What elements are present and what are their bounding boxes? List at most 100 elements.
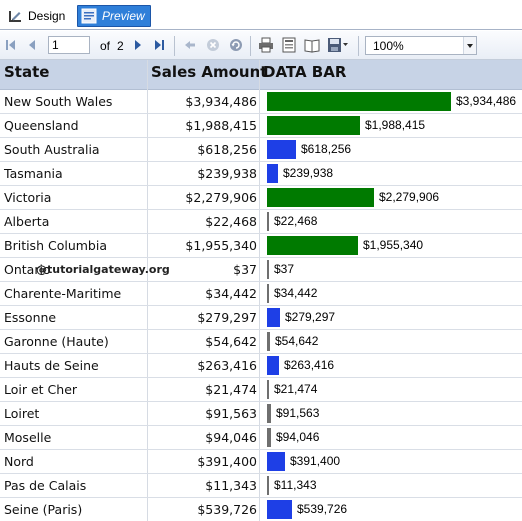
sales-amount-cell: $21,474 [205,382,257,397]
state-cell: Essonne [4,310,57,325]
data-bar-label: $1,988,415 [365,118,426,132]
data-bar [267,260,269,279]
data-bar [267,428,271,447]
state-cell: South Australia [4,142,100,157]
table-row: Seine (Paris) $539,726 $539,726 [0,498,522,521]
data-bar [267,116,360,135]
page-number-input[interactable]: 1 [48,36,90,54]
sales-amount-cell: $11,343 [205,478,257,493]
sales-amount-cell: $91,563 [205,406,257,421]
data-bar [267,476,269,495]
back-icon[interactable] [182,37,198,53]
sales-amount-cell: $391,400 [197,454,257,469]
table-row: Victoria $2,279,906 $2,279,906 [0,186,522,210]
data-bar [267,92,451,111]
table-row: Charente-Maritime $34,442 $34,442 [0,282,522,306]
state-cell: Seine (Paris) [4,502,83,517]
data-bar [267,452,285,471]
data-bar-label: $279,297 [285,310,336,324]
data-bar [267,164,278,183]
last-page-icon[interactable] [152,37,166,53]
refresh-icon[interactable] [228,37,244,53]
total-pages: 2 [117,39,124,53]
sales-amount-cell: $54,642 [205,334,257,349]
data-bar [267,236,358,255]
sales-amount-cell: $618,256 [197,142,257,157]
table-row: South Australia $618,256 $618,256 [0,138,522,162]
export-icon[interactable] [326,37,350,53]
sales-amount-cell: $37 [233,262,257,277]
sales-amount-cell: $263,416 [197,358,257,373]
tab-design-label: Design [28,9,66,23]
data-bar [267,212,269,231]
data-bar-label: $91,563 [276,406,320,420]
toolbar-separator [358,36,359,56]
data-bar-label: $2,279,906 [379,190,440,204]
zoom-select[interactable]: 100% [365,36,477,55]
sales-amount-cell: $3,934,486 [185,94,257,109]
column-divider [147,60,148,521]
sales-amount-cell: $1,955,340 [185,238,257,253]
tab-preview[interactable]: Preview [77,5,151,27]
tab-design[interactable]: Design [3,5,73,27]
table-row: Essonne $279,297 $279,297 [0,306,522,330]
print-icon[interactable] [257,37,274,53]
data-bar-label: $94,046 [276,430,320,444]
state-cell: Queensland [4,118,79,133]
header-state: State [4,63,50,81]
state-cell: Moselle [4,430,52,445]
state-cell: British Columbia [4,238,107,253]
toolbar-separator [250,36,251,56]
data-bar-label: $539,726 [297,502,348,516]
sales-amount-cell: $539,726 [197,502,257,517]
table-header: State Sales Amount DATA BAR [0,60,522,90]
data-bar-label: $11,343 [274,478,317,492]
table-row: Nord $391,400 $391,400 [0,450,522,474]
data-bar [267,188,374,207]
sales-amount-cell: $279,297 [197,310,257,325]
print-layout-icon[interactable] [280,37,297,53]
tab-preview-label: Preview [102,9,145,23]
next-page-icon[interactable] [131,37,145,53]
table-row: Alberta $22,468 $22,468 [0,210,522,234]
stop-icon[interactable] [205,37,221,53]
data-bar [267,500,292,519]
data-bar-label: $37 [274,262,295,276]
data-bar [267,140,296,159]
table-row: Loir et Cher $21,474 $21,474 [0,378,522,402]
table-row: Moselle $94,046 $94,046 [0,426,522,450]
chevron-down-icon [467,44,473,48]
header-sales-amount: Sales Amount [151,63,268,81]
previous-page-icon[interactable] [25,37,39,53]
page-setup-icon[interactable] [303,37,320,53]
data-bar [267,404,271,423]
data-bar-label: $391,400 [290,454,341,468]
table-row: Ontario $37 $37 [0,258,522,282]
sales-amount-cell: $2,279,906 [185,190,257,205]
table-row: Garonne (Haute) $54,642 $54,642 [0,330,522,354]
data-bar-label: $239,938 [283,166,334,180]
sales-amount-cell: $22,468 [205,214,257,229]
state-cell: Garonne (Haute) [4,334,109,349]
data-bar-label: $1,955,340 [363,238,424,252]
data-bar-label: $34,442 [274,286,318,300]
watermark: @tutorialgateway.org [36,263,170,276]
data-bar [267,308,280,327]
data-bar-label: $263,416 [284,358,335,372]
data-bar [267,284,269,303]
first-page-icon[interactable] [4,37,18,53]
preview-icon [81,8,97,24]
zoom-dropdown-arrow[interactable] [463,37,476,54]
state-cell: Tasmania [4,166,63,181]
table-row: Pas de Calais $11,343 $11,343 [0,474,522,498]
of-label: of [100,39,111,53]
data-bar-label: $3,934,486 [456,94,517,108]
table-row: Queensland $1,988,415 $1,988,415 [0,114,522,138]
sales-amount-cell: $1,988,415 [185,118,257,133]
state-cell: Alberta [4,214,50,229]
state-cell: Nord [4,454,34,469]
sales-amount-cell: $94,046 [205,430,257,445]
table-row: Tasmania $239,938 $239,938 [0,162,522,186]
design-icon [9,11,21,22]
state-cell: Pas de Calais [4,478,87,493]
